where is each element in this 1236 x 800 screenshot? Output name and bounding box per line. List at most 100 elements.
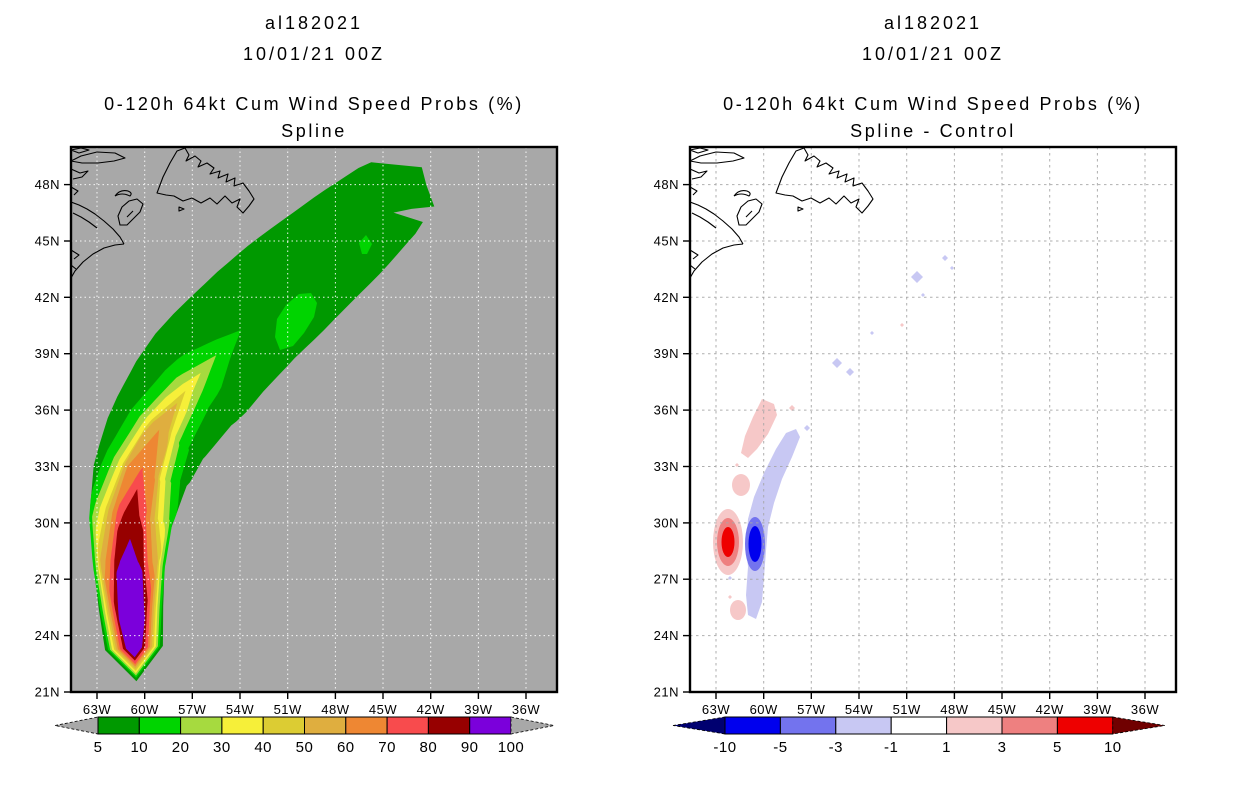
lat-tick-label: 42N <box>654 290 679 305</box>
lon-tick-label: 63W <box>83 702 111 717</box>
coastline-path <box>690 249 699 260</box>
colorbar-segment <box>427 716 471 735</box>
colorbar-label: 50 <box>296 739 314 756</box>
diff-blob-speck <box>804 425 810 431</box>
diff-blob-speck <box>942 255 948 261</box>
coastline-path <box>690 168 708 180</box>
lat-tick-label: 21N <box>654 685 679 700</box>
lat-tick-label: 27N <box>654 572 679 587</box>
colorbar-label: 1 <box>942 739 951 756</box>
lat-tick-label: 33N <box>35 459 60 474</box>
coastline-path <box>690 201 744 245</box>
lon-tick-label: 36W <box>512 702 540 717</box>
colorbar-segment <box>946 716 1003 735</box>
lat-tick-label: 27N <box>35 572 60 587</box>
coastline-path <box>71 168 89 180</box>
lat-tick-label: 33N <box>654 459 679 474</box>
main-title: 0-120h 64kt Cum Wind Speed Probs (%) <box>104 94 524 114</box>
lon-tick-label: 39W <box>1083 702 1111 717</box>
lon-tick-label: 45W <box>988 702 1016 717</box>
lat-tick-label: 45N <box>654 234 679 249</box>
map-content <box>690 147 1176 692</box>
colorbar-segment <box>469 716 512 735</box>
init-time-title: 10/01/21 00Z <box>243 44 385 64</box>
map-border <box>69 145 559 694</box>
subtitle: Spline <box>281 121 347 141</box>
colorbar-arrow-left <box>54 716 99 735</box>
colorbar-segment <box>221 716 264 735</box>
panel-spline: al182021 10/01/21 00Z 0-120h 64kt Cum Wi… <box>35 13 559 756</box>
lat-tick-label: 24N <box>654 628 679 643</box>
coastline-path <box>114 190 132 197</box>
prob-band-90 <box>116 538 145 658</box>
diff-blob-speck <box>870 331 874 335</box>
colorbar-label: 90 <box>461 739 479 756</box>
coastline-path <box>797 206 804 212</box>
colorbar-segment <box>835 716 892 735</box>
lon-tick-label: 57W <box>797 702 825 717</box>
colorbar-label: -1 <box>884 739 898 756</box>
colorbar-arrow-right <box>510 716 555 735</box>
init-time-title: 10/01/21 00Z <box>862 44 1004 64</box>
lon-tick-label: 60W <box>750 702 778 717</box>
coastline-path <box>71 147 90 154</box>
prob-band-10-island <box>275 293 317 350</box>
coastline-path <box>71 201 125 245</box>
coastline-path <box>71 151 126 164</box>
colorbar-segment <box>1056 716 1114 735</box>
lat-tick-label: 42N <box>35 290 60 305</box>
coastline-path <box>156 147 255 214</box>
colorbar-label: 3 <box>998 739 1007 756</box>
colorbar: -10 -5 -3 -1 1 3 5 10 <box>672 716 1165 756</box>
colorbar-segment <box>1001 716 1058 735</box>
map-area: 48N 45N 42N 39N 36N 33N 30N 27N 24N 21N 63W 60W 57W 5… <box>654 145 1178 717</box>
coastline-path <box>745 210 753 218</box>
lat-tick-label: 24N <box>35 628 60 643</box>
lon-tick-label: 39W <box>464 702 492 717</box>
map-area: 48N 45N 42N 39N 36N 33N 30N 27N 24N 21N 63W 60W 57W 5… <box>35 145 559 717</box>
lat-tick-label: 48N <box>35 177 60 192</box>
panel-spline-minus-control: al182021 10/01/21 00Z 0-120h 64kt Cum Wi… <box>618 0 1236 800</box>
coastline-path <box>736 198 763 226</box>
lat-tick-label: 39N <box>654 346 679 361</box>
lat-tick-label: 48N <box>654 177 679 192</box>
colorbar-label: 100 <box>498 739 525 756</box>
colorbar-segment <box>386 716 429 735</box>
lon-tick-label: 51W <box>893 702 921 717</box>
diff-blob <box>721 527 735 557</box>
lon-tick-label: 42W <box>1036 702 1064 717</box>
diff-blob-speck <box>921 293 925 297</box>
coastline-path <box>71 243 125 279</box>
coastline-path <box>126 210 134 218</box>
colorbar-label: 5 <box>1053 739 1062 756</box>
colorbar-segment <box>262 716 306 735</box>
coastline-path <box>178 206 185 212</box>
colorbar-label: 80 <box>420 739 438 756</box>
storm-id-title: al182021 <box>265 13 363 33</box>
coastline-path <box>72 212 98 229</box>
lat-tick-label: 21N <box>35 685 60 700</box>
colorbar-segment <box>724 716 781 735</box>
coastline-path <box>691 212 717 229</box>
lat-tick-label: 39N <box>35 346 60 361</box>
colorbar-segment <box>97 716 140 735</box>
diff-blob-speck <box>846 368 854 376</box>
colorbar-label: 40 <box>254 739 272 756</box>
colorbar-arrow-left <box>672 716 726 735</box>
lon-tick-label: 45W <box>369 702 397 717</box>
diff-blob <box>746 429 800 619</box>
colorbar-label: 70 <box>378 739 396 756</box>
subtitle: Spline - Control <box>850 121 1016 141</box>
lat-tick-label: 30N <box>35 515 60 530</box>
colorbar-segment <box>345 716 388 735</box>
diff-blob <box>748 526 762 562</box>
lon-tick-label: 54W <box>845 702 873 717</box>
colorbar-label: 20 <box>172 739 190 756</box>
map-border <box>688 145 1178 694</box>
coastline-path <box>775 147 874 214</box>
diff-blob-speck <box>789 405 795 411</box>
coastline-path <box>690 243 744 279</box>
lat-tick-label: 36N <box>654 403 679 418</box>
prob-band-5 <box>90 162 435 682</box>
